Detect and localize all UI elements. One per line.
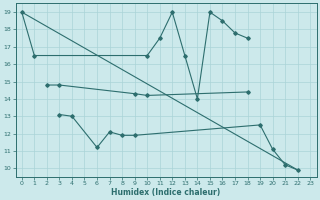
X-axis label: Humidex (Indice chaleur): Humidex (Indice chaleur) — [111, 188, 221, 197]
